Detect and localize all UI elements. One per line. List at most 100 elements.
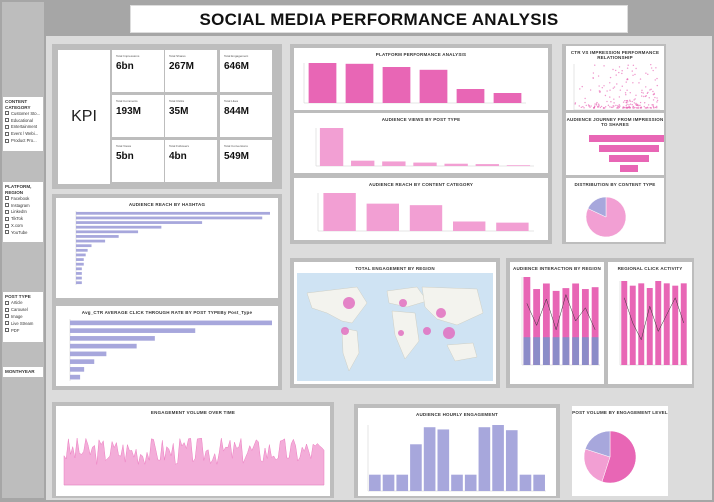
- checkbox-icon[interactable]: [5, 124, 9, 129]
- scatter-point: [613, 105, 615, 107]
- checkbox-icon[interactable]: [5, 307, 9, 312]
- bar: [629, 285, 636, 365]
- slicer-option-label: Product Pro...: [11, 138, 37, 144]
- bar: [552, 290, 560, 365]
- bar: [76, 272, 82, 275]
- checkbox-icon[interactable]: [5, 223, 9, 228]
- region-bubble: [343, 297, 355, 309]
- bar: [76, 258, 84, 261]
- kpi-card-label: Total Impressions: [116, 54, 140, 58]
- scatter-point: [652, 99, 655, 101]
- checkbox-icon[interactable]: [5, 230, 9, 235]
- slicer-option[interactable]: X.com: [5, 222, 41, 229]
- scatter-point: [635, 94, 637, 96]
- scatter-point: [650, 63, 652, 66]
- checkbox-icon[interactable]: [5, 216, 9, 221]
- slicer-option[interactable]: Event / Webi...: [5, 130, 41, 137]
- checkbox-icon[interactable]: [5, 118, 9, 123]
- checkbox-icon[interactable]: [5, 196, 9, 201]
- checkbox-icon[interactable]: [5, 111, 9, 116]
- scatter-point: [641, 91, 643, 94]
- scatter-point: [656, 105, 658, 108]
- scatter-point: [653, 92, 655, 95]
- slicer-option[interactable]: Educational: [5, 117, 41, 124]
- kpi-card-value: 193M: [116, 106, 142, 117]
- slicer-option-label: YouTube: [11, 229, 28, 235]
- bar: [572, 283, 580, 365]
- bar: [396, 474, 409, 491]
- scatter-point: [626, 89, 628, 91]
- kpi-card-label: Total Shares: [169, 54, 186, 58]
- bar: [351, 160, 375, 166]
- ctr-scatter-chart: [573, 63, 660, 110]
- scatter-point: [641, 89, 643, 92]
- kpi-card: Total Conversions 549M: [220, 140, 272, 182]
- chart-title: AUDIENCE REACH BY HASHTAG: [128, 202, 206, 207]
- scatter-point: [609, 106, 611, 108]
- bar: [76, 225, 162, 229]
- kpi-card-label: Total Clicks: [169, 99, 185, 103]
- scatter-point: [652, 105, 654, 107]
- scatter-point: [598, 104, 600, 107]
- trend-line: [624, 297, 684, 341]
- slicer-option[interactable]: Instagram: [5, 202, 41, 209]
- bar: [591, 337, 599, 365]
- pie-slice: [583, 448, 611, 483]
- checkbox-icon[interactable]: [5, 314, 9, 319]
- scatter-point: [594, 64, 596, 66]
- slicer-option[interactable]: Live Stream: [5, 320, 41, 327]
- scatter-point: [654, 106, 657, 109]
- slicer-option[interactable]: Article: [5, 300, 41, 307]
- slicer-option[interactable]: PDF: [5, 327, 41, 334]
- scatter-point: [646, 92, 649, 95]
- scatter-point: [622, 106, 624, 108]
- checkbox-icon[interactable]: [5, 203, 9, 208]
- checkbox-icon[interactable]: [5, 209, 9, 214]
- slicer-option[interactable]: Entertainment: [5, 124, 41, 131]
- slicer-option[interactable]: Carousel: [5, 306, 41, 313]
- checkbox-icon[interactable]: [5, 328, 9, 333]
- ctr-post-type-card: Avg_CTR AVERAGE CLICK THROUGH RATE BY PO…: [56, 306, 278, 386]
- bar: [591, 287, 599, 365]
- scatter-point: [627, 78, 629, 81]
- checkbox-icon[interactable]: [5, 321, 9, 326]
- scatter-point: [624, 99, 626, 102]
- scatter-point: [625, 101, 627, 104]
- slicer-option[interactable]: YouTube: [5, 229, 41, 236]
- bar: [646, 288, 653, 365]
- slicer-option[interactable]: TikTok: [5, 215, 41, 222]
- monthyear-slicer[interactable]: MONTHYEAR: [3, 367, 43, 377]
- slicer-option[interactable]: LinkedIn: [5, 209, 41, 216]
- kpi-card-value: 646M: [224, 61, 250, 72]
- slicer-option-label: LinkedIn: [11, 209, 27, 215]
- regional-click-card: REGIONAL CLICK ACTIVITY: [608, 262, 692, 384]
- scatter-point: [596, 105, 599, 108]
- scatter-point: [588, 105, 590, 107]
- engagement-region-map[interactable]: [297, 273, 493, 381]
- scatter-point: [651, 104, 653, 106]
- checkbox-icon[interactable]: [5, 138, 9, 143]
- slicer-option[interactable]: Image: [5, 313, 41, 320]
- slicer-option[interactable]: Product Pro...: [5, 137, 41, 144]
- scatter-point: [595, 103, 598, 105]
- slicer-option-label: Educational: [11, 117, 33, 123]
- chart-title: AUDIENCE REACH BY CONTENT CATEGORY: [368, 182, 474, 187]
- bar: [76, 281, 82, 285]
- slicer-option[interactable]: Facebook: [5, 195, 41, 202]
- scatter-point: [629, 103, 632, 105]
- scatter-point: [632, 74, 634, 76]
- scatter-point: [589, 106, 591, 108]
- bar: [382, 474, 395, 491]
- bar: [76, 276, 82, 280]
- slicer-option[interactable]: Customer Sto...: [5, 110, 41, 117]
- slicer-title: PLATFORM, REGION: [5, 184, 32, 195]
- kpi-card-value: 35M: [169, 106, 189, 117]
- scatter-point: [619, 105, 621, 107]
- checkbox-icon[interactable]: [5, 300, 9, 305]
- checkbox-icon[interactable]: [5, 131, 9, 136]
- scatter-point: [639, 104, 641, 107]
- scatter-point: [653, 107, 655, 109]
- scatter-point: [656, 99, 659, 102]
- bar: [70, 367, 85, 372]
- chart-title: AUDIENCE HOURLY ENGAGEMENT: [416, 412, 498, 417]
